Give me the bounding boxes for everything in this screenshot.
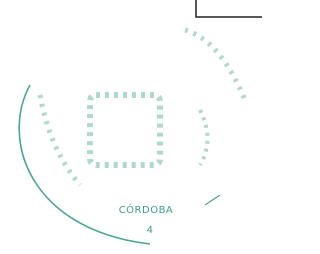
stamp-number: 4 — [147, 225, 154, 236]
scan: CÓRDOBA 4 — [0, 0, 262, 250]
page: {"stamp": {"city": "CÓRDOBA", "number": … — [0, 0, 262, 250]
stamp-city: CÓRDOBA — [119, 203, 174, 216]
